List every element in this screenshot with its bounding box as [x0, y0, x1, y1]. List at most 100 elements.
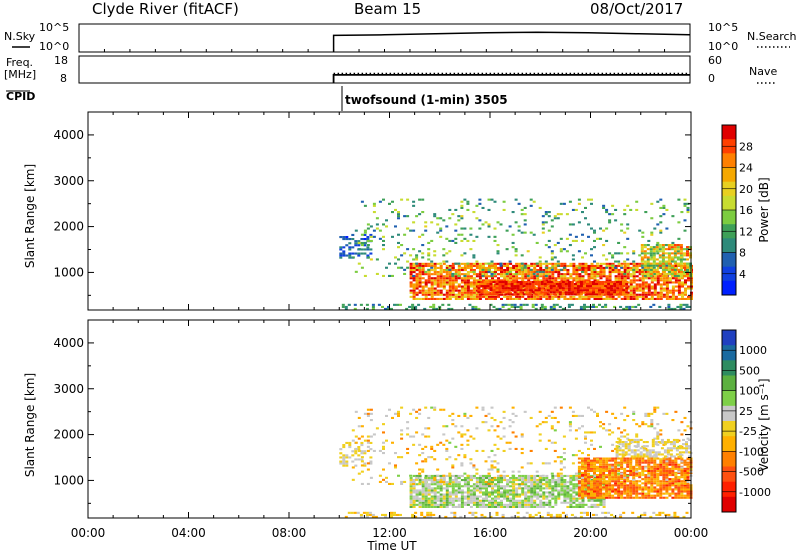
heatmap-cell: [502, 208, 506, 211]
heatmap-cell: [680, 488, 684, 491]
heatmap-cell: [445, 491, 449, 494]
heatmap-cell: [574, 476, 578, 479]
heatmap-cell: [593, 477, 597, 480]
heatmap-cell: [668, 459, 672, 462]
heatmap-cell: [442, 219, 446, 222]
heatmap-cell: [418, 412, 422, 415]
heatmap-cell: [611, 254, 615, 257]
heatmap-cell: [520, 254, 524, 257]
heatmap-cell: [360, 470, 364, 473]
heatmap-cell: [564, 513, 568, 516]
heatmap-cell: [529, 462, 533, 465]
heatmap-cell: [518, 479, 522, 482]
heatmap-cell: [655, 258, 659, 261]
heatmap-cell: [472, 483, 476, 486]
heatmap-cell: [677, 478, 681, 481]
heatmap-cell: [684, 293, 687, 296]
heatmap-cell: [590, 248, 593, 251]
heatmap-cell: [632, 469, 636, 472]
heatmap-cell: [662, 488, 666, 491]
heatmap-cell: [550, 441, 554, 444]
heatmap-cell: [559, 202, 563, 205]
heatmap-cell: [475, 235, 479, 238]
heatmap-cell: [366, 254, 370, 257]
heatmap-cell: [683, 476, 687, 479]
heatmap-cell: [521, 273, 525, 276]
heatmap-cell: [542, 491, 546, 494]
heatmap-cell: [570, 303, 574, 306]
heatmap-cell: [442, 503, 446, 506]
heatmap-cell: [646, 266, 650, 269]
heatmap-cell: [421, 483, 425, 486]
heatmap-cell: [608, 463, 612, 466]
heatmap-cell: [454, 485, 458, 488]
heatmap-cell: [454, 293, 458, 296]
heatmap-cell: [460, 489, 464, 492]
heatmap-cell: [620, 275, 624, 278]
heatmap-cell: [448, 456, 452, 459]
heatmap-cell: [611, 449, 615, 452]
heatmap-cell: [469, 248, 473, 251]
heatmap-cell: [408, 305, 412, 308]
heatmap-cell: [620, 486, 624, 489]
heatmap-cell: [605, 277, 609, 280]
heatmap-cell: [602, 463, 606, 466]
heatmap-cell: [641, 490, 645, 493]
heatmap-cell: [369, 225, 373, 228]
heatmap-cell: [683, 478, 687, 481]
heatmap-cell: [448, 474, 452, 477]
heatmap-cell: [586, 283, 589, 286]
heatmap-cell: [485, 266, 488, 269]
heatmap-cell: [442, 248, 446, 251]
heatmap-cell: [366, 248, 370, 251]
heatmap-cell: [659, 229, 663, 232]
heatmap-cell: [620, 297, 624, 300]
heatmap-cell: [571, 254, 575, 257]
heatmap-cell: [614, 478, 618, 481]
heatmap-cell: [463, 266, 467, 269]
heatmap-cell: [614, 463, 618, 466]
heatmap-cell: [444, 515, 448, 518]
heatmap-cell: [491, 481, 494, 484]
heatmap-cell: [488, 477, 491, 480]
heatmap-cell: [463, 454, 467, 457]
heatmap-cell: [623, 480, 627, 483]
heatmap-cell: [645, 449, 649, 452]
heatmap-cell: [521, 499, 525, 502]
heatmap-cell: [480, 285, 484, 288]
heatmap-cell: [554, 269, 558, 272]
heatmap-cell: [448, 239, 452, 242]
heatmap-cell: [424, 503, 428, 506]
heatmap-cell: [442, 497, 446, 500]
heatmap-cell: [457, 219, 461, 222]
heatmap-cell: [515, 495, 519, 498]
heatmap-cell: [629, 297, 633, 300]
heatmap-cell: [622, 307, 626, 310]
heatmap-cell: [433, 493, 437, 496]
heatmap-cell: [671, 474, 675, 477]
heatmap-cell: [415, 499, 419, 502]
heatmap-cell: [557, 271, 561, 274]
heatmap-cell: [351, 454, 355, 457]
heatmap-cell: [659, 231, 663, 234]
heatmap-cell: [527, 277, 531, 280]
heatmap-cell: [581, 484, 584, 487]
heatmap-cell: [496, 252, 500, 255]
heatmap-cell: [614, 482, 618, 485]
heatmap-cell: [409, 485, 413, 488]
heatmap-cell: [372, 433, 376, 436]
heatmap-cell: [487, 208, 491, 211]
heatmap-cell: [503, 264, 507, 267]
heatmap-cell: [414, 515, 418, 518]
heatmap-cell: [674, 482, 678, 485]
heatmap-cell: [629, 457, 633, 460]
heatmap-cell: [569, 489, 573, 492]
heatmap-cell: [677, 484, 681, 487]
heatmap-cell: [635, 423, 639, 426]
heatmap-cell: [519, 283, 523, 286]
heatmap-cell: [448, 208, 452, 211]
heatmap-cell: [353, 303, 357, 306]
heatmap-cell: [626, 414, 630, 417]
heatmap-cell: [558, 280, 562, 283]
heatmap-cell: [683, 248, 686, 251]
